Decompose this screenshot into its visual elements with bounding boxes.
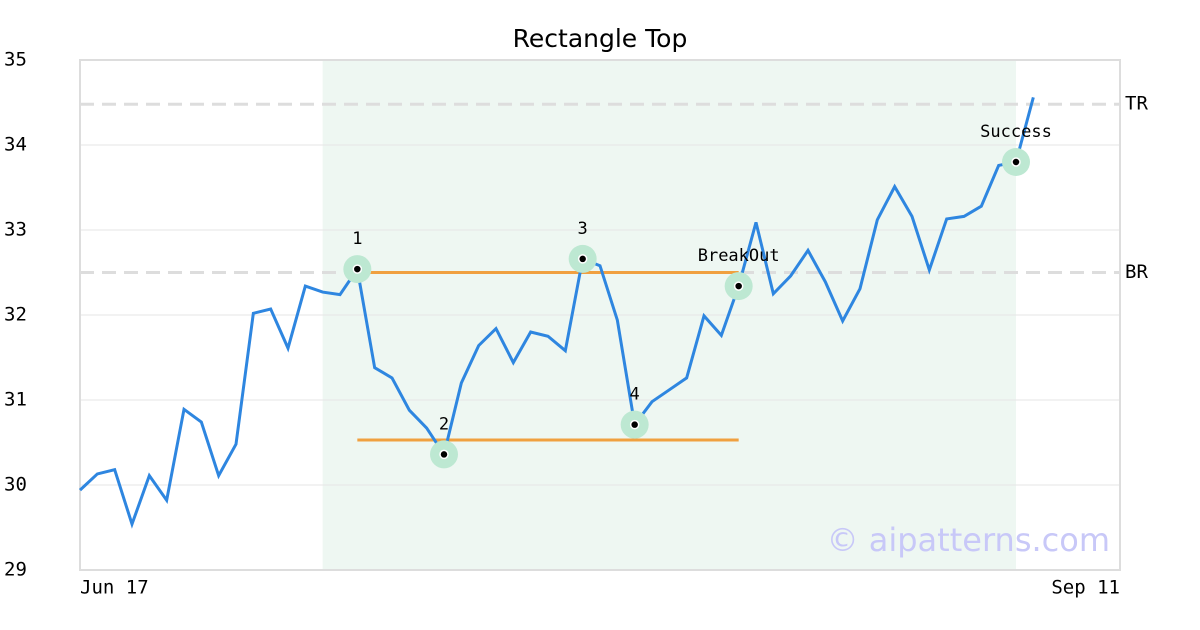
y-tick-label: 32 <box>4 304 27 326</box>
y-tick-label: 30 <box>4 474 27 496</box>
watermark: © aipatterns.com <box>827 521 1110 559</box>
pivot-label: 3 <box>578 219 588 239</box>
y-tick-label: 33 <box>4 219 27 241</box>
x-tick-label: Sep 11 <box>1051 577 1120 599</box>
y-tick-label: 29 <box>4 559 27 581</box>
pivot-point <box>577 254 588 264</box>
pivot-label: 1 <box>352 229 362 249</box>
pivot-label: 4 <box>630 385 640 405</box>
y-tick-label: 35 <box>4 49 27 71</box>
pivot-point <box>1011 157 1021 167</box>
price-line <box>78 97 1035 529</box>
y-tick-label: 31 <box>4 389 27 411</box>
pivot-label: Success <box>980 122 1052 142</box>
pivot-point <box>352 264 363 274</box>
pivot-label: 2 <box>439 414 449 434</box>
plot-frame <box>79 59 1121 571</box>
pivot-point <box>439 449 449 460</box>
chart-title: Rectangle Top <box>513 24 688 53</box>
x-tick-label: Jun 17 <box>80 577 149 599</box>
pivot-point <box>733 281 744 291</box>
pivot-label: BreakOut <box>698 246 780 266</box>
level-label: TR <box>1125 93 1148 115</box>
pivot-point <box>629 419 640 430</box>
level-label: BR <box>1125 261 1148 283</box>
y-tick-label: 34 <box>4 134 27 156</box>
